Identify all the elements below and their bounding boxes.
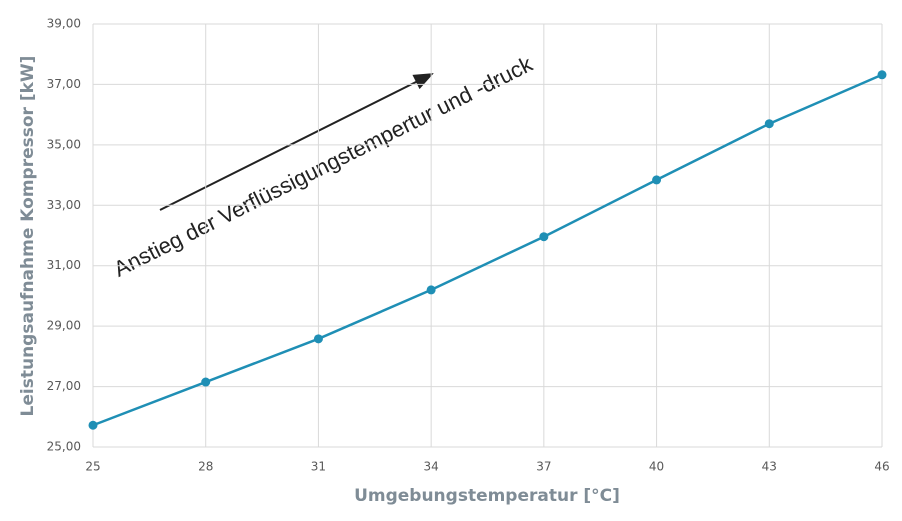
y-tick-label: 39,00 [47,17,81,31]
x-tick-label: 46 [874,460,889,474]
line [92,73,883,427]
point [539,232,549,242]
x-axis-label: Umgebungstemperatur [°C] [354,486,620,506]
y-tick-label: 31,00 [47,258,81,272]
x-tick-label: 43 [762,460,777,474]
point [877,70,887,80]
y-tick-label: 25,00 [47,440,81,454]
y-tick-label: 27,00 [47,379,81,393]
x-tick-label: 40 [649,460,664,474]
y-tick-label: 37,00 [47,77,81,91]
x-tick-label: 31 [311,460,326,474]
y-tick-label: 33,00 [47,198,81,212]
point [764,119,774,129]
point [201,377,211,387]
x-tick-label: 34 [424,460,439,474]
y-tick-label: 35,00 [47,137,81,151]
x-tick-label: 25 [85,460,100,474]
point [88,420,98,430]
point [652,175,662,185]
annotation: Anstieg der Verflüssigungstempertur und … [110,51,538,282]
x-tick-label: 28 [198,460,213,474]
y-axis-label: Leistungsaufnahme Kompressor [kW] [18,56,38,417]
point [313,334,323,344]
x-tick-label: 37 [536,460,551,474]
y-tick-label: 29,00 [47,319,81,333]
point [426,285,436,295]
